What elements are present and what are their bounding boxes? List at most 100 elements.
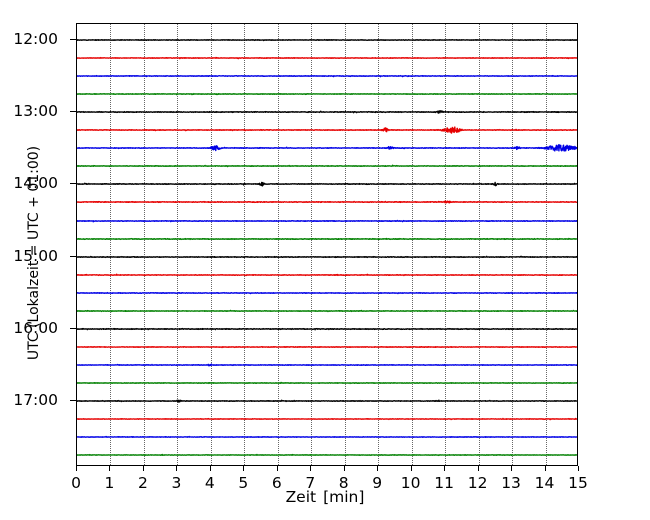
trace-12-15 bbox=[77, 47, 577, 69]
x-tick-0 bbox=[76, 466, 77, 471]
x-tick-10 bbox=[410, 466, 412, 471]
trace-16-30 bbox=[77, 354, 577, 376]
trace-17-00 bbox=[77, 390, 577, 412]
y-tick-label-16-00: 16:00 bbox=[13, 318, 58, 337]
grid-line-x-8 bbox=[344, 24, 346, 465]
trace-14-15 bbox=[77, 191, 577, 213]
trace-path-12-15 bbox=[77, 47, 577, 69]
trace-14-30 bbox=[77, 210, 577, 232]
x-tick-2 bbox=[142, 466, 144, 471]
x-tick-15 bbox=[578, 466, 579, 471]
x-tick-11 bbox=[444, 466, 446, 471]
x-tick-label-15: 15 bbox=[568, 474, 588, 492]
x-tick-13 bbox=[511, 466, 513, 471]
trace-15-45 bbox=[77, 300, 577, 322]
y-tick-15-00 bbox=[70, 255, 76, 257]
trace-17-30 bbox=[77, 426, 577, 448]
trace-15-30 bbox=[77, 282, 577, 304]
x-tick-label-6: 6 bbox=[271, 474, 282, 492]
trace-path-12-45 bbox=[77, 83, 577, 105]
y-tick-17-00 bbox=[70, 400, 76, 401]
x-tick-12 bbox=[477, 466, 479, 471]
x-tick-9 bbox=[377, 466, 379, 471]
grid-line-x-6 bbox=[277, 24, 279, 465]
grid-line-x-2 bbox=[143, 24, 145, 465]
y-tick-label-12-00: 12:00 bbox=[13, 30, 58, 48]
trace-path-13-00 bbox=[77, 101, 577, 123]
trace-path-14-30 bbox=[77, 210, 577, 232]
trace-path-13-30 bbox=[77, 137, 577, 159]
trace-path-14-00 bbox=[77, 173, 577, 195]
trace-15-00 bbox=[77, 246, 577, 268]
trace-path-15-30 bbox=[77, 282, 577, 304]
y-tick-14-00 bbox=[70, 183, 76, 185]
x-tick-6 bbox=[276, 466, 278, 471]
x-tick-3 bbox=[176, 466, 178, 471]
x-tick-7 bbox=[310, 466, 312, 471]
x-tick-label-0: 0 bbox=[71, 474, 81, 492]
x-tick-label-14: 14 bbox=[534, 474, 555, 492]
x-tick-14 bbox=[544, 466, 546, 471]
trace-12-30 bbox=[77, 65, 577, 87]
x-tick-label-3: 3 bbox=[171, 474, 182, 492]
x-tick-label-7: 7 bbox=[305, 474, 316, 492]
x-tick-label-8: 8 bbox=[338, 474, 349, 492]
trace-15-15 bbox=[77, 264, 577, 286]
trace-17-45 bbox=[77, 444, 577, 465]
x-tick-4 bbox=[209, 466, 211, 471]
x-tick-8 bbox=[343, 466, 345, 471]
trace-path-16-15 bbox=[77, 336, 577, 358]
x-tick-label-10: 10 bbox=[400, 474, 421, 492]
trace-14-00 bbox=[77, 173, 577, 195]
grid-line-x-3 bbox=[177, 24, 179, 465]
trace-path-14-15 bbox=[77, 191, 577, 213]
x-tick-label-1: 1 bbox=[104, 474, 115, 492]
trace-path-12-30 bbox=[77, 65, 577, 87]
trace-path-13-15 bbox=[77, 119, 577, 141]
trace-path-16-45 bbox=[77, 372, 577, 394]
y-tick-label-14-00: 14:00 bbox=[13, 174, 58, 193]
trace-13-45 bbox=[77, 155, 577, 177]
seismic-traces bbox=[77, 24, 577, 465]
grid-line-x-14 bbox=[545, 24, 547, 465]
trace-path-17-00 bbox=[77, 390, 577, 412]
y-tick-label-13-00: 13:00 bbox=[13, 102, 58, 121]
trace-14-45 bbox=[77, 228, 577, 250]
x-axis-title: Zeit [min] bbox=[0, 488, 650, 506]
x-axis-title-unit: [min] bbox=[323, 488, 365, 506]
grid-line-x-1 bbox=[110, 24, 112, 465]
grid-line-x-10 bbox=[411, 24, 413, 465]
trace-path-16-00 bbox=[77, 318, 577, 340]
x-tick-label-4: 4 bbox=[204, 474, 215, 492]
grid-line-x-12 bbox=[478, 24, 480, 465]
grid-line-x-4 bbox=[210, 24, 212, 465]
trace-13-30 bbox=[77, 137, 577, 159]
trace-17-15 bbox=[77, 408, 577, 430]
x-tick-label-13: 13 bbox=[501, 474, 521, 492]
y-tick-12-00 bbox=[70, 39, 76, 40]
y-tick-13-00 bbox=[70, 111, 76, 113]
x-axis-title-text: Zeit bbox=[285, 488, 317, 506]
trace-path-15-00 bbox=[77, 246, 577, 268]
trace-16-00 bbox=[77, 318, 577, 340]
trace-path-15-45 bbox=[77, 300, 577, 322]
trace-13-15 bbox=[77, 119, 577, 141]
trace-path-12-00 bbox=[77, 29, 577, 51]
trace-path-13-45 bbox=[77, 155, 577, 177]
y-tick-label-15-00: 15:00 bbox=[13, 246, 58, 265]
grid-line-x-11 bbox=[445, 24, 447, 465]
grid-line-x-5 bbox=[244, 24, 246, 465]
plot-area bbox=[76, 23, 578, 466]
trace-path-17-45 bbox=[77, 444, 577, 465]
x-tick-label-12: 12 bbox=[467, 474, 488, 492]
trace-path-17-15 bbox=[77, 408, 577, 430]
x-tick-1 bbox=[109, 466, 111, 471]
trace-path-17-30 bbox=[77, 426, 577, 448]
trace-12-45 bbox=[77, 83, 577, 105]
trace-path-14-45 bbox=[77, 228, 577, 250]
trace-16-45 bbox=[77, 372, 577, 394]
x-tick-label-2: 2 bbox=[137, 474, 148, 492]
grid-lines bbox=[77, 24, 577, 465]
trace-12-00 bbox=[77, 29, 577, 51]
